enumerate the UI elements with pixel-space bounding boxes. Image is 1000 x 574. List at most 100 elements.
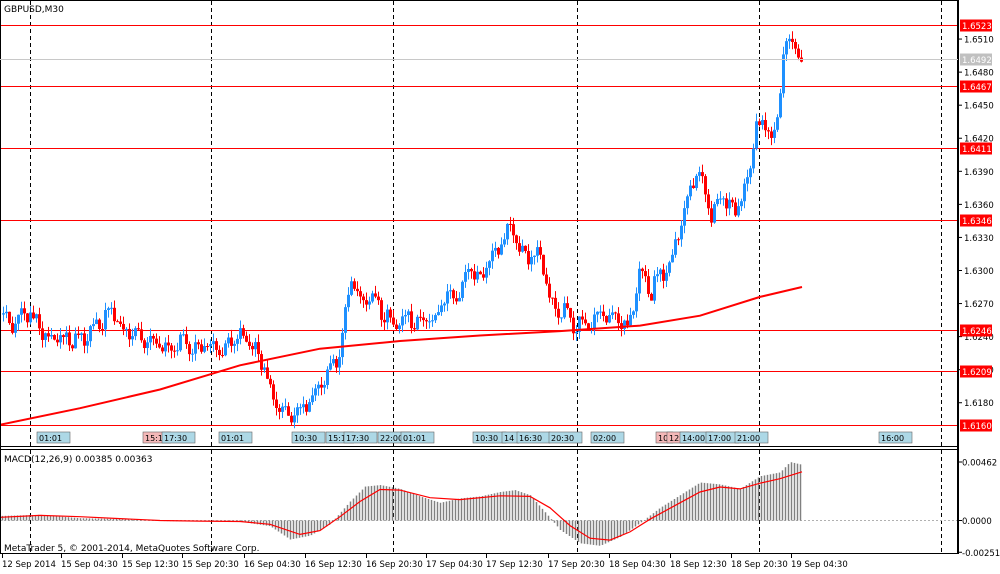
candle-body <box>101 328 104 330</box>
candle-body <box>284 406 287 408</box>
price-level-tag <box>960 142 992 155</box>
time-tick-label: 15 Sep 20:30 <box>182 560 239 570</box>
candle-body <box>713 204 716 223</box>
candle-body <box>482 274 485 278</box>
candle-body <box>686 196 689 209</box>
candle-body <box>692 185 695 189</box>
price-tick-label: 1.6360 <box>964 201 994 211</box>
candle-body <box>650 293 653 301</box>
candle-body <box>533 255 536 257</box>
candle-body <box>461 281 464 298</box>
candle-body <box>404 315 407 317</box>
candle-body <box>497 247 500 255</box>
candle-body <box>752 148 755 169</box>
candle-body <box>428 321 431 323</box>
candle-body <box>596 311 599 315</box>
candle-body <box>545 274 548 284</box>
macd-period-separators <box>30 450 942 553</box>
candle-body <box>83 333 86 346</box>
candle-body <box>314 388 317 396</box>
candle-body <box>23 308 26 314</box>
candle-body <box>143 340 146 349</box>
candle-body <box>431 320 434 322</box>
candle-body <box>218 349 221 356</box>
candle-body <box>440 305 443 313</box>
time-axis[interactable]: 12 Sep 2014 15 Sep 04:30 15 Sep 12:30 15 Se… <box>2 554 848 570</box>
candle-body <box>53 335 56 340</box>
candle-body <box>665 272 668 281</box>
candle-body <box>89 326 92 342</box>
event-tag-label: 01:01 <box>39 434 62 443</box>
macd-tick-label: -0.00251 <box>962 549 1000 559</box>
candle-body <box>302 404 305 408</box>
time-tick-label: 17 Sep 12:30 <box>486 560 543 570</box>
candle-body <box>749 168 752 178</box>
candle-body <box>722 198 725 200</box>
candle-body <box>407 311 410 316</box>
candle-body <box>746 177 749 184</box>
candle-body <box>98 319 101 329</box>
candle-body <box>452 290 455 299</box>
price-level-tag-label: 1.6246 <box>962 327 992 337</box>
macd-label: MACD(12,26,9) 0.00385 0.00363 <box>4 455 153 465</box>
price-level-tag-label: 1.6209 <box>962 368 992 378</box>
candle-body <box>44 333 47 340</box>
price-tick-label: 1.6180 <box>964 399 994 409</box>
candle-body <box>716 199 719 205</box>
candle-body <box>605 316 608 323</box>
event-markers[interactable]: 01:01 15:1 17:30 01:01 10:30 15:1 17:30 22:00 01… <box>36 431 913 444</box>
candle-body <box>674 239 677 255</box>
candle-body <box>263 367 266 370</box>
candle-body <box>359 291 362 297</box>
candle-body <box>230 337 233 346</box>
candle-body <box>698 172 701 176</box>
symbol-label: GBPUSD,M30 <box>4 5 64 15</box>
price-level-tag-label: 1.6467 <box>962 83 992 93</box>
price-level-tag-label: 1.6523 <box>962 22 992 32</box>
event-tag-label: 17:30 <box>164 434 187 443</box>
candle-body <box>467 268 470 273</box>
price-level-tag-label: 1.6160 <box>962 422 992 432</box>
price-tick-label: 1.6330 <box>964 234 994 244</box>
candle-body <box>527 251 530 265</box>
candle-body <box>419 316 422 318</box>
candle-body <box>623 320 626 329</box>
candle-body <box>695 175 698 189</box>
candle-body <box>566 303 569 308</box>
candle-body <box>680 225 683 240</box>
macd-axis[interactable]: 0.00462 0.0000 -0.00251 <box>958 459 1000 559</box>
event-tag-label: 10:30 <box>294 434 317 443</box>
candle-body <box>86 341 89 346</box>
candle-body <box>347 294 350 308</box>
current-price-tag-box <box>960 53 992 66</box>
time-tick-label: 17 Sep 20:30 <box>548 560 605 570</box>
candle-body <box>176 350 179 352</box>
candle-body <box>182 334 185 336</box>
candle-body <box>587 323 590 330</box>
candle-body <box>362 296 365 301</box>
moving-average-line <box>0 286 803 426</box>
candle-body <box>266 367 269 379</box>
time-tick-label: 16 Sep 04:30 <box>244 560 301 570</box>
candle-body <box>29 312 32 323</box>
candle-body <box>728 199 731 209</box>
price-pane[interactable]: 01:01 15:1 17:30 01:01 10:30 15:1 17:30 22:00 01… <box>0 1 958 446</box>
candle-body <box>350 281 353 295</box>
candle-body <box>719 198 722 200</box>
candle-body <box>548 283 551 298</box>
macd-pane[interactable] <box>0 450 958 553</box>
price-level-tags: 1.6523 1.6467 1.6411 1.6346 1.6246 1.6209 1.61… <box>960 19 992 432</box>
time-tick-label: 17 Sep 04:30 <box>426 560 483 570</box>
candle-body <box>374 293 377 297</box>
candle-body <box>152 335 155 339</box>
candle-body <box>473 271 476 280</box>
candle-body <box>608 315 611 323</box>
candle-body <box>119 321 122 324</box>
candle-body <box>401 316 404 326</box>
candle-body <box>797 48 800 58</box>
candle-body <box>137 328 140 330</box>
event-tag-box <box>734 431 769 444</box>
horizontal-lines[interactable] <box>0 25 958 426</box>
candle-body <box>155 338 158 344</box>
